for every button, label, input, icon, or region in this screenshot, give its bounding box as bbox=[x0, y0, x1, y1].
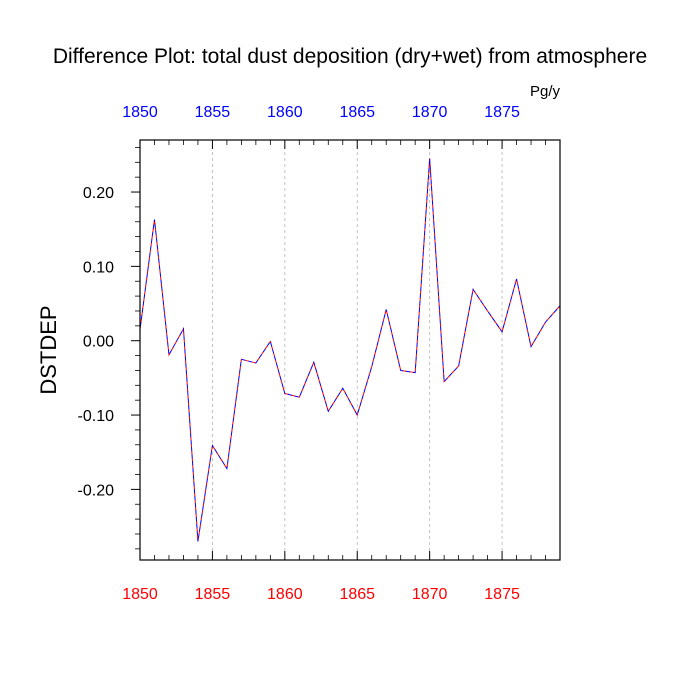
x-tick-label-bottom: 1865 bbox=[339, 586, 375, 603]
y-tick-label: -0.10 bbox=[78, 408, 115, 425]
label-layer: 1850 1850 1855 1855 1860 1860 1865 1865 1870 1870… bbox=[78, 104, 520, 603]
x-tick-label-bottom: 1870 bbox=[412, 586, 448, 603]
series-line-blue bbox=[139, 158, 561, 542]
x-tick-label-top: 1860 bbox=[267, 104, 303, 121]
y-tick-label: 0.10 bbox=[83, 259, 114, 276]
x-tick-label-bottom: 1855 bbox=[195, 586, 231, 603]
chart-title: Difference Plot: total dust deposition (… bbox=[53, 45, 647, 68]
series-layer bbox=[139, 158, 561, 542]
y-tick-label: 0.00 bbox=[83, 334, 114, 351]
y-axis-label: DSTDEP bbox=[36, 305, 61, 394]
y-tick-label: 0.20 bbox=[83, 185, 114, 202]
x-tick-label-top: 1870 bbox=[412, 104, 448, 121]
plot-frame bbox=[139, 139, 561, 561]
x-tick-label-bottom: 1860 bbox=[267, 586, 303, 603]
grid-layer bbox=[212, 140, 503, 560]
y-tick-label: -0.20 bbox=[78, 482, 115, 499]
x-tick-label-bottom: 1850 bbox=[122, 586, 158, 603]
x-tick-label-top: 1855 bbox=[195, 104, 231, 121]
series-line-red bbox=[139, 158, 561, 542]
x-tick-label-top: 1865 bbox=[339, 104, 375, 121]
x-tick-label-top: 1850 bbox=[122, 104, 158, 121]
x-tick-label-bottom: 1875 bbox=[484, 586, 520, 603]
x-tick-label-top: 1875 bbox=[484, 104, 520, 121]
units-label: Pg/y bbox=[530, 83, 561, 100]
